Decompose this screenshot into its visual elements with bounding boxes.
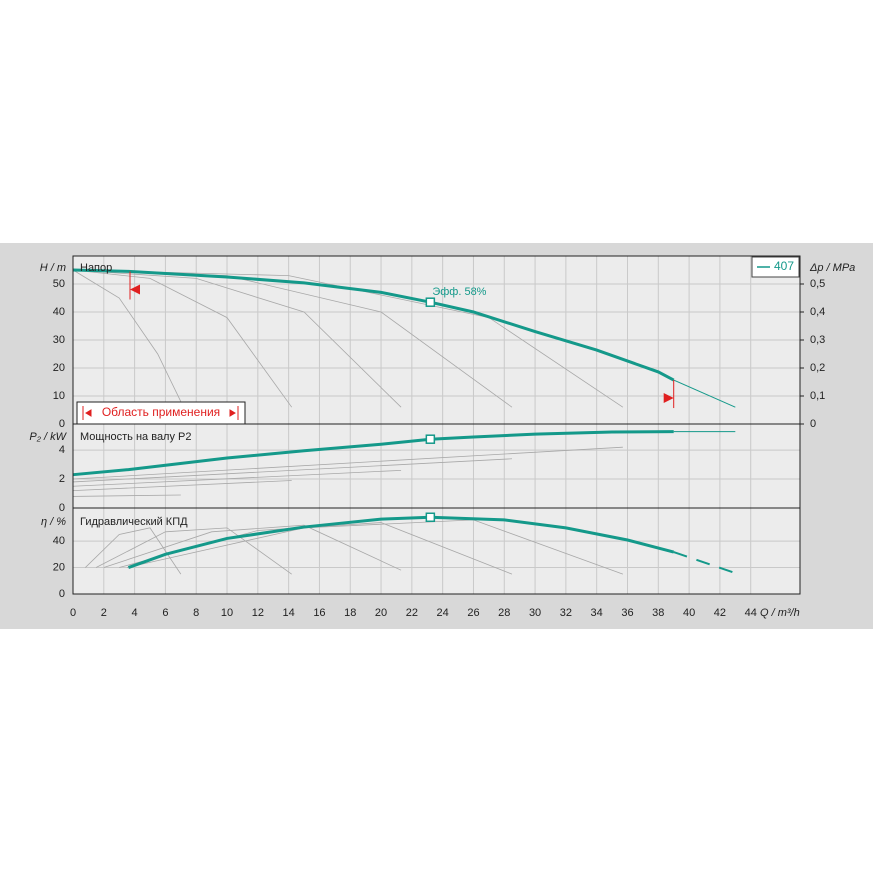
legend-box (751, 256, 800, 278)
reference-curve (72, 494, 181, 497)
reference-curve (72, 269, 182, 402)
legend: 407 (751, 256, 800, 278)
x-tick-label: 10 (221, 607, 233, 619)
y2-tick-label: 0,1 (810, 390, 825, 402)
y-tick-label: 40 (53, 535, 65, 547)
y-axis-label: η / % (41, 516, 66, 528)
y-tick-label: 2 (59, 473, 65, 485)
x-tick-label: 38 (652, 607, 664, 619)
reference-curve (72, 458, 512, 483)
y-tick-label: 20 (53, 362, 65, 374)
x-tick-label: 26 (467, 607, 479, 619)
range-marker-arrow (129, 284, 140, 295)
y-tick-label: 20 (53, 561, 65, 573)
range-label: Область применения (102, 405, 220, 419)
reference-curve (72, 469, 402, 487)
duty-point (425, 434, 436, 444)
range-arrows (82, 406, 239, 420)
x-tick-label: 6 (162, 607, 168, 619)
y-tick-label: 0 (59, 418, 65, 430)
series-tail (673, 551, 736, 575)
plot-area (73, 508, 800, 594)
reference-curve (72, 269, 293, 408)
x-tick-label: 14 (283, 607, 295, 619)
y2-axis-label: Δp / MPa (809, 262, 855, 274)
reference-curve (103, 524, 402, 571)
range-marker-arrow (663, 393, 674, 404)
reference-curve (72, 269, 402, 408)
y2-tick-label: 0,3 (810, 334, 825, 346)
x-tick-label: 44 (745, 607, 757, 619)
panel-title: Напор (80, 262, 112, 274)
x-tick-label: 40 (683, 607, 695, 619)
x-tick-label: 34 (591, 607, 603, 619)
x-tick-label: 2 (101, 607, 107, 619)
y-tick-label: 4 (59, 444, 65, 456)
y2-tick-label: 0,4 (810, 306, 825, 318)
reference-curve (85, 527, 182, 575)
y2-tick-label: 0,5 (810, 278, 825, 290)
reference-curve (72, 480, 292, 492)
y-axis-label: H / m (40, 262, 66, 274)
x-tick-label: 8 (193, 607, 199, 619)
range-box (76, 401, 246, 425)
y-tick-label: 0 (59, 502, 65, 514)
reference-curve (95, 527, 292, 575)
annotation: Эфф. 58% (432, 286, 486, 298)
y-tick-label: 40 (53, 306, 65, 318)
x-tick-label: 36 (621, 607, 633, 619)
x-tick-label: 12 (252, 607, 264, 619)
y-tick-label: 30 (53, 334, 65, 346)
x-tick-label: 16 (313, 607, 325, 619)
y2-tick-label: 0,2 (810, 362, 825, 374)
y2-tick-label: 0 (810, 418, 816, 430)
series-line (127, 515, 675, 569)
x-tick-label: 20 (375, 607, 387, 619)
x-tick-label: 18 (344, 607, 356, 619)
x-tick-label: 28 (498, 607, 510, 619)
x-tick-label: 24 (437, 607, 449, 619)
x-tick-label: 32 (560, 607, 572, 619)
application-range-box: Область применения (76, 401, 246, 425)
panel-title: Гидравлический КПД (80, 516, 188, 528)
x-tick-label: 30 (529, 607, 541, 619)
series-line (72, 430, 674, 477)
panel-title: Мощность на валу P2 (80, 431, 192, 443)
legend-label: 407 (774, 259, 794, 273)
series-tail (673, 379, 736, 408)
y-tick-label: 50 (53, 278, 65, 290)
reference-curve (72, 269, 624, 408)
x-tick-label: 4 (132, 607, 138, 619)
duty-point (425, 297, 436, 307)
x-tick-label: 42 (714, 607, 726, 619)
reference-curve (72, 446, 623, 480)
y-tick-label: 0 (59, 588, 65, 600)
reference-curve (126, 519, 624, 575)
y-axis-label: P₂ / kW (29, 431, 67, 443)
duty-point (425, 512, 436, 523)
x-axis-label: Q / m³/h (760, 607, 800, 619)
panel-frame (72, 507, 801, 595)
x-tick-label: 22 (406, 607, 418, 619)
y-tick-label: 10 (53, 390, 65, 402)
x-tick-label: 0 (70, 607, 76, 619)
